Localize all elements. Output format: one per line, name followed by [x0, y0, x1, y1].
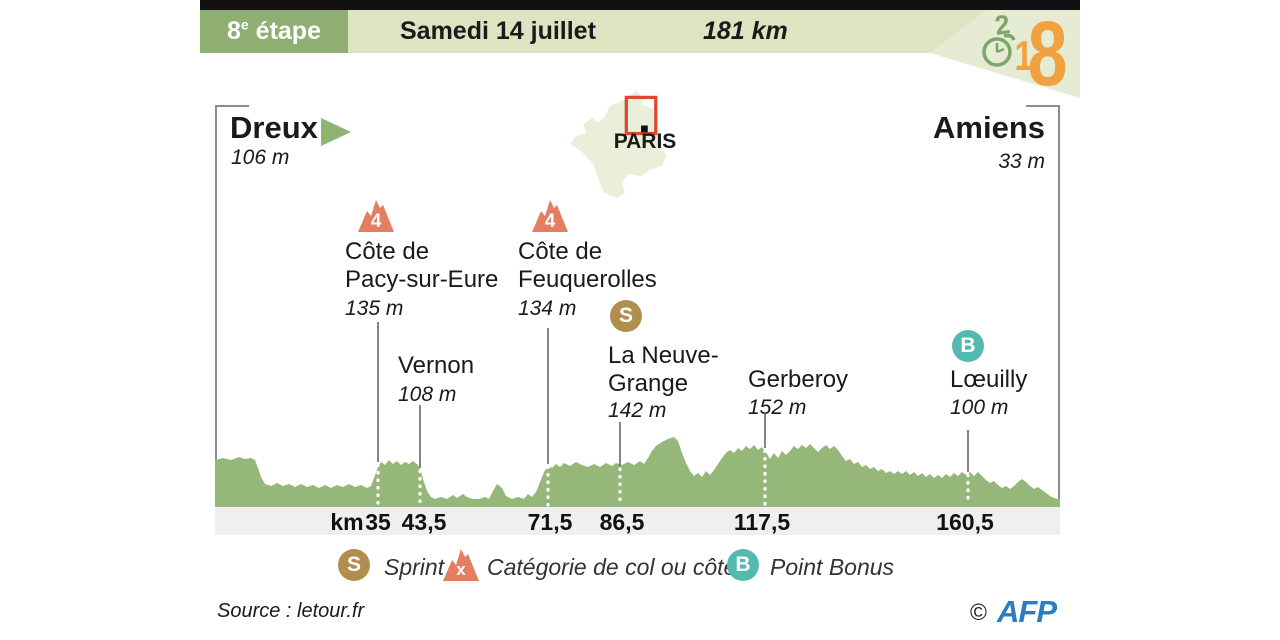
stage-ordinal: e — [240, 16, 249, 33]
waypoint-name: Côte de — [518, 238, 603, 265]
stage-title-box: 8e étape — [200, 10, 348, 53]
stage-region-box — [624, 95, 658, 136]
km-tick: 71,5 — [527, 509, 573, 535]
finish-altitude: 33 m — [998, 150, 1045, 173]
afp-logo: AFP — [997, 594, 1057, 629]
legend-sprint-label: Sprint — [384, 554, 445, 580]
waypoint-name: Côte de — [345, 238, 430, 265]
finish-city: Amiens — [933, 110, 1045, 145]
legend-climb-icon: x — [443, 549, 479, 581]
start-city: Dreux — [230, 110, 318, 145]
waypoint-dotted-lines — [376, 449, 970, 507]
waypoint-altitude: 100 m — [950, 396, 1009, 419]
waypoint-marker-lines — [377, 322, 969, 472]
source-credit: Source : letour.fr — [217, 600, 365, 622]
elevation-profile-chart — [215, 322, 1060, 507]
waypoint-altitude: 142 m — [608, 399, 667, 422]
finish-block: Amiens 33 m — [860, 110, 1045, 174]
km-tick: 43,5 — [401, 509, 447, 535]
france-map — [570, 90, 667, 198]
waypoint-name: La Neuve- — [608, 342, 719, 369]
category-climb-icon: 4 — [532, 200, 568, 232]
waypoint-altitude: 135 m — [345, 297, 404, 320]
waypoint-altitude: 134 m — [518, 297, 577, 320]
waypoint-name: Lœuilly — [950, 366, 1028, 393]
bicycle-icon — [982, 33, 1016, 67]
copyright-symbol: © — [970, 599, 987, 625]
paris-label: PARIS — [613, 130, 677, 153]
stage-distance: 181 km — [703, 17, 788, 45]
start-altitude: 106 m — [231, 146, 290, 169]
km-axis-band: km 35 43,5 71,5 86,5 117,5 160,5 — [215, 507, 1060, 535]
waypoint-name: Gerberoy — [748, 366, 849, 393]
waypoint-name: Vernon — [398, 352, 475, 379]
top-black-strip — [200, 0, 1080, 10]
bonus-icon: B — [952, 330, 984, 362]
legend-bonus-label: Point Bonus — [770, 554, 895, 580]
frame-bracket-right — [1026, 105, 1060, 509]
waypoint-altitude: 108 m — [398, 383, 457, 406]
legend-bonus-icon: B — [727, 549, 759, 581]
date-band — [348, 10, 987, 53]
waypoint-name: Grange — [608, 370, 689, 397]
km-tick: 117,5 — [733, 509, 791, 535]
legend-sprint-icon: S — [338, 549, 370, 581]
waypoint-name: Feuquerolles — [518, 266, 657, 293]
start-direction-icon — [321, 118, 351, 146]
stage-word: étape — [255, 17, 321, 45]
climb-category: 4 — [545, 211, 556, 232]
legend-climb-label: Catégorie de col ou côte — [487, 554, 737, 580]
category-climb-icon: 4 — [358, 200, 394, 232]
stage-date: Samedi 14 juillet — [400, 17, 596, 45]
stage-number: 8 — [227, 17, 241, 45]
paris-dot — [641, 125, 648, 133]
km-axis-label: km — [330, 509, 364, 535]
year-logo-digit-8: 8 — [1027, 3, 1068, 105]
frame-bracket-left — [215, 105, 249, 509]
sprint-icon: S — [610, 300, 642, 332]
year-logo-digit-1: 1 — [1014, 32, 1034, 79]
waypoint-altitude: 152 m — [748, 396, 807, 419]
km-tick: 160,5 — [936, 509, 994, 535]
legend-climb-letter: x — [456, 560, 466, 579]
climb-category: 4 — [371, 211, 382, 232]
km-tick: 35 — [365, 509, 391, 535]
elevation-area — [215, 437, 1060, 507]
waypoint-name: Pacy-sur-Eure — [345, 266, 499, 293]
km-tick: 86,5 — [599, 509, 645, 535]
